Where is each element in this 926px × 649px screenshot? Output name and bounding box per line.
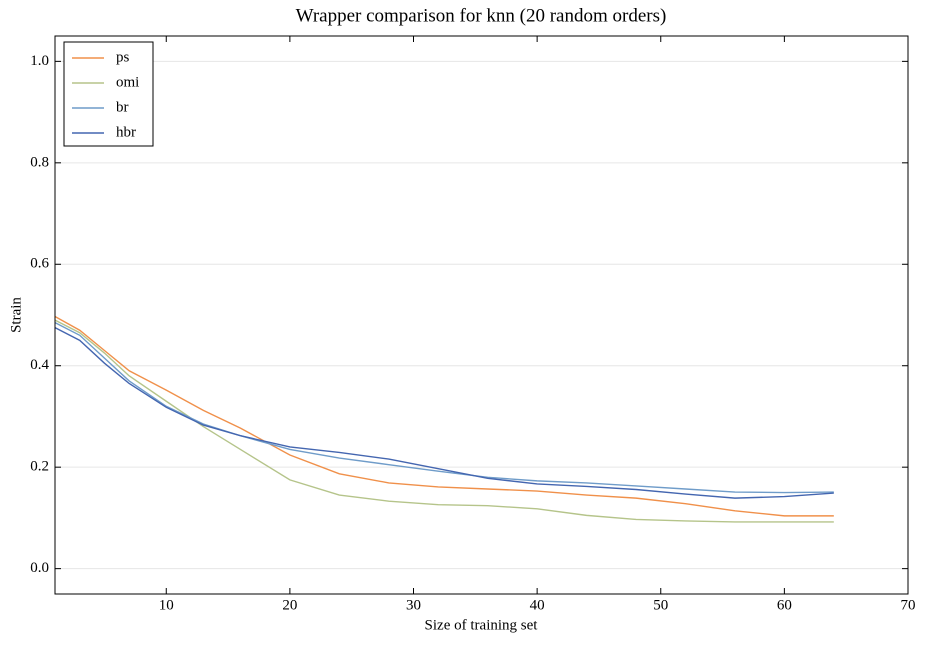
x-tick-label: 70 xyxy=(901,597,916,613)
y-tick-label: 0.2 xyxy=(30,459,49,475)
chart-title: Wrapper comparison for knn (20 random or… xyxy=(296,5,667,26)
legend-label: ps xyxy=(116,49,130,65)
y-tick-label: 0.8 xyxy=(30,154,49,170)
x-axis-label: Size of training set xyxy=(425,617,539,633)
legend-label: hbr xyxy=(116,124,136,140)
y-tick-label: 0.6 xyxy=(30,256,49,272)
series-line xyxy=(54,319,834,523)
series-line xyxy=(54,321,834,494)
x-tick-label: 40 xyxy=(530,597,545,613)
plot-frame xyxy=(54,35,909,595)
series-line xyxy=(54,315,834,517)
legend-label: omi xyxy=(116,74,139,90)
y-axis-label: Strain xyxy=(8,297,24,333)
x-tick-label: 60 xyxy=(777,597,792,613)
legend-box xyxy=(63,41,154,147)
x-tick-label: 30 xyxy=(406,597,421,613)
x-tick-label: 50 xyxy=(653,597,668,613)
x-tick-label: 20 xyxy=(282,597,297,613)
y-tick-label: 1.0 xyxy=(30,53,49,69)
y-tick-label: 0.4 xyxy=(30,357,49,373)
y-tick-label: 0.0 xyxy=(30,560,49,576)
x-tick-label: 10 xyxy=(159,597,174,613)
series-line xyxy=(54,327,834,499)
legend-label: br xyxy=(116,99,129,115)
